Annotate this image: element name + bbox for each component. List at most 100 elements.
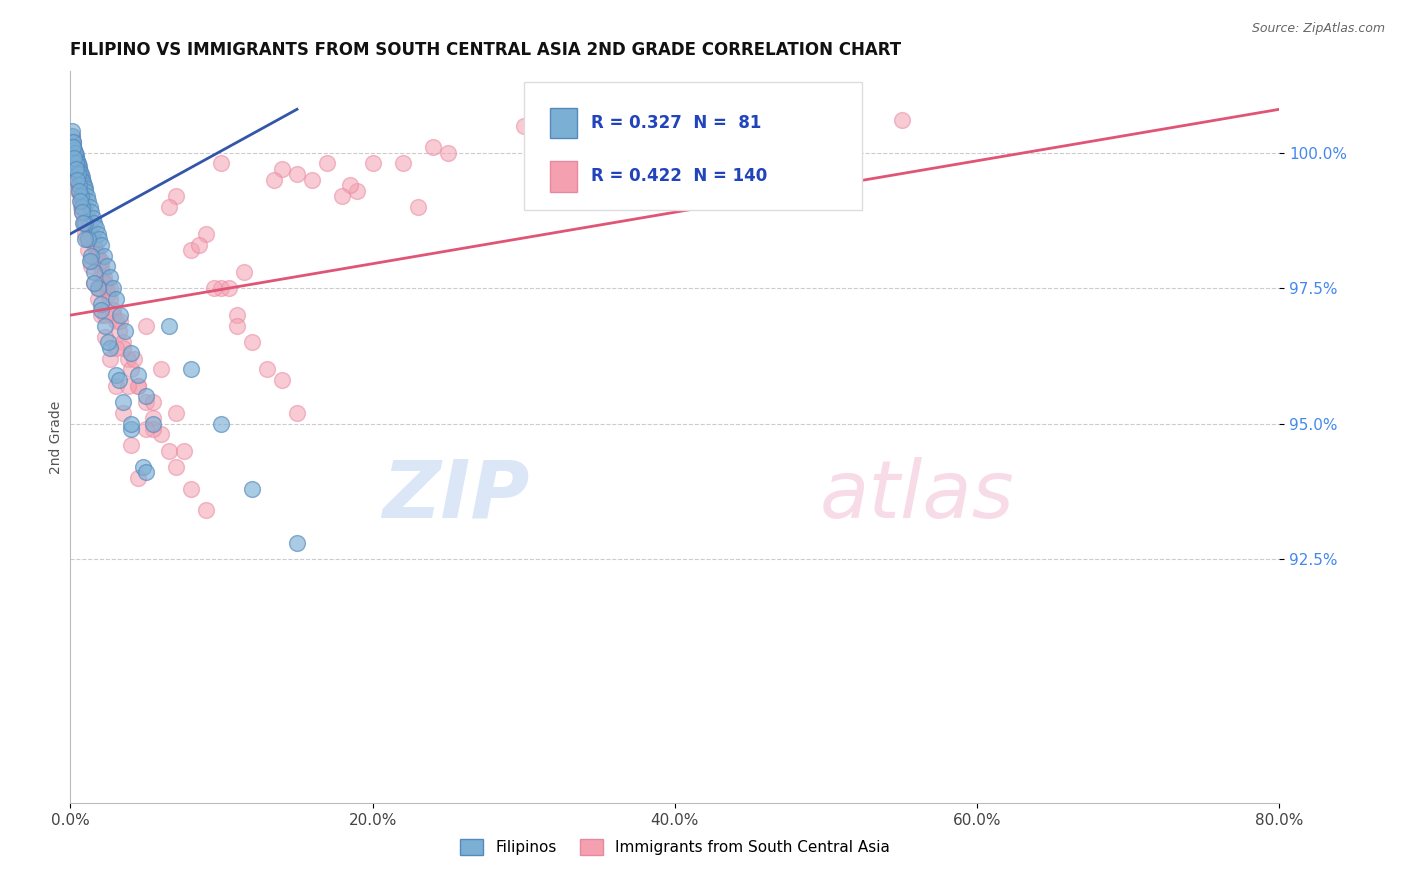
- Point: [67, 178, 90, 193]
- Point: [63, 156, 86, 170]
- Point: [285, 167, 308, 181]
- Point: [66, 153, 89, 168]
- Point: [79, 254, 101, 268]
- Point: [67, 184, 90, 198]
- Point: [77, 232, 100, 246]
- Point: [67, 161, 90, 176]
- Point: [76, 189, 98, 203]
- Point: [256, 362, 278, 376]
- Point: [165, 189, 187, 203]
- Point: [79, 227, 101, 241]
- Point: [96, 260, 118, 274]
- Point: [127, 378, 149, 392]
- Point: [72, 216, 94, 230]
- Point: [97, 335, 120, 350]
- Point: [150, 362, 173, 376]
- FancyBboxPatch shape: [550, 108, 576, 138]
- Point: [72, 172, 94, 186]
- Point: [70, 189, 93, 203]
- Point: [285, 535, 308, 549]
- Point: [83, 216, 105, 230]
- Point: [86, 281, 108, 295]
- Point: [90, 254, 111, 268]
- Point: [72, 189, 94, 203]
- Point: [132, 459, 155, 474]
- Point: [98, 270, 121, 285]
- Point: [108, 313, 131, 327]
- Point: [108, 308, 131, 322]
- Point: [83, 276, 105, 290]
- Point: [263, 172, 285, 186]
- Point: [98, 351, 121, 366]
- Point: [86, 292, 108, 306]
- Point: [75, 184, 97, 198]
- Point: [135, 465, 157, 479]
- Point: [84, 221, 107, 235]
- Point: [104, 378, 127, 392]
- Point: [157, 200, 180, 214]
- Point: [67, 172, 90, 186]
- Point: [79, 200, 101, 214]
- Point: [66, 184, 89, 198]
- Point: [112, 406, 135, 420]
- Point: [80, 249, 103, 263]
- Point: [543, 135, 565, 149]
- Point: [301, 172, 323, 186]
- Legend: Filipinos, Immigrants from South Central Asia: Filipinos, Immigrants from South Central…: [454, 833, 896, 861]
- Point: [233, 265, 256, 279]
- Point: [107, 373, 129, 387]
- FancyBboxPatch shape: [524, 82, 862, 211]
- Point: [90, 302, 111, 317]
- Point: [107, 325, 129, 339]
- Point: [73, 216, 96, 230]
- Text: R = 0.327  N =  81: R = 0.327 N = 81: [592, 114, 762, 132]
- Point: [117, 378, 139, 392]
- Point: [346, 184, 368, 198]
- Point: [391, 156, 415, 170]
- Point: [80, 205, 103, 219]
- Point: [63, 145, 86, 160]
- Point: [84, 249, 107, 263]
- Point: [127, 378, 149, 392]
- Point: [98, 281, 121, 295]
- Point: [120, 417, 142, 431]
- Point: [63, 167, 86, 181]
- Text: Source: ZipAtlas.com: Source: ZipAtlas.com: [1251, 22, 1385, 36]
- Point: [67, 159, 90, 173]
- Point: [65, 161, 87, 176]
- Point: [70, 167, 93, 181]
- Point: [142, 422, 165, 436]
- Point: [73, 178, 96, 193]
- Point: [70, 169, 93, 184]
- Point: [127, 368, 149, 382]
- Point: [187, 237, 209, 252]
- Y-axis label: 2nd Grade: 2nd Grade: [49, 401, 63, 474]
- Point: [83, 232, 105, 246]
- Point: [65, 161, 87, 176]
- Point: [120, 346, 142, 360]
- Point: [527, 129, 550, 144]
- Point: [211, 417, 233, 431]
- Point: [94, 318, 117, 333]
- Point: [90, 260, 111, 274]
- Text: atlas: atlas: [820, 457, 1015, 534]
- Point: [83, 276, 105, 290]
- Point: [63, 151, 86, 165]
- Point: [67, 184, 90, 198]
- Point: [101, 281, 124, 295]
- Point: [63, 145, 86, 160]
- Point: [73, 181, 96, 195]
- Point: [406, 200, 429, 214]
- Point: [77, 211, 100, 225]
- Point: [104, 341, 127, 355]
- Point: [98, 341, 121, 355]
- Point: [240, 335, 263, 350]
- Point: [82, 232, 104, 246]
- Point: [62, 151, 84, 165]
- Point: [339, 178, 361, 193]
- Point: [75, 232, 97, 246]
- Point: [75, 205, 97, 219]
- Point: [225, 318, 247, 333]
- Point: [240, 482, 263, 496]
- Point: [117, 351, 139, 366]
